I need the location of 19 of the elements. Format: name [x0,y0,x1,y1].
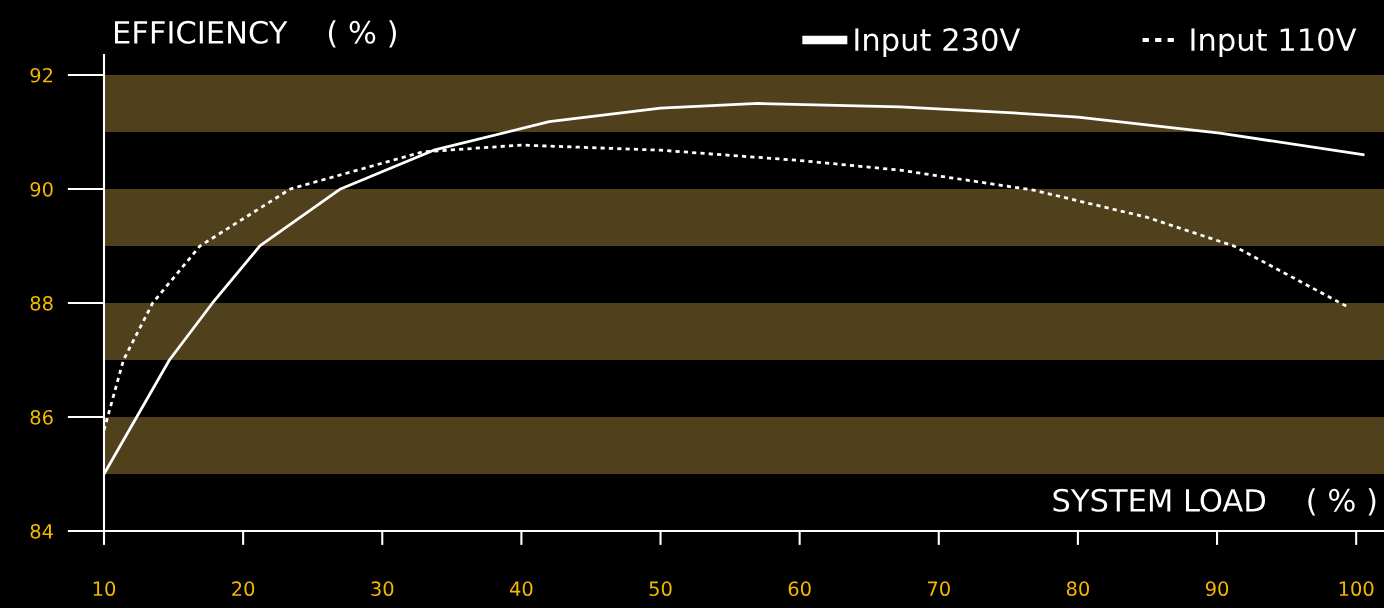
y-tick-label: 90 [30,181,53,197]
x-tick-label: 20 [232,581,255,597]
y-tick-label: 92 [30,67,53,83]
y-tick-label: 84 [30,523,53,539]
legend-label: Input 110V [1191,28,1357,58]
y-tick-label: 86 [30,409,53,425]
x-tick-label: 100 [1339,581,1374,597]
y-axis-title: EFFICIENCY ( % ) [115,20,396,48]
x-tick-label: 10 [93,581,116,597]
x-tick-label: 30 [371,581,394,597]
legend-label: Input 230V [855,28,1021,58]
x-tick-label: 40 [509,581,533,597]
y-tick-label: 88 [30,295,53,311]
x-tick-label: 90 [1205,581,1229,597]
x-tick-label: 70 [928,581,950,597]
x-tick-label: 80 [1066,581,1089,597]
x-axis-title: SYSTEM LOAD ( % ) [1053,488,1376,516]
x-tick-label: 50 [649,581,672,597]
x-tick-label: 60 [788,581,811,597]
